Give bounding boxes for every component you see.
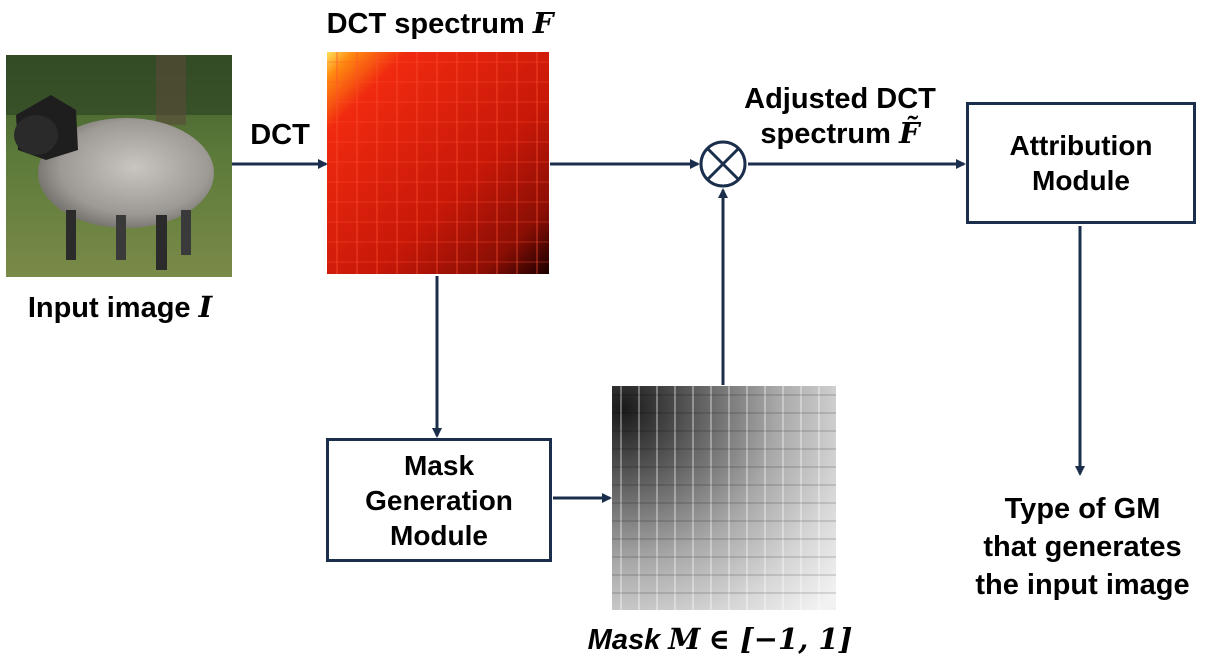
- attribution-module-box: Attribution Module: [966, 102, 1196, 224]
- circled-times-icon: [699, 140, 747, 188]
- mask-image: [612, 386, 836, 610]
- dct-spectrum-label: DCT spectrum F: [326, 6, 554, 40]
- attribution-module-line2: Module: [1032, 165, 1130, 196]
- attribution-module-line1: Attribution: [1009, 130, 1153, 161]
- mask-label: Mask M ∈ [−1, 1]: [587, 622, 853, 656]
- output-label: Type of GM that generates the input imag…: [975, 493, 1190, 601]
- dct-spectrum-image: [327, 52, 549, 274]
- input-image: [6, 55, 232, 277]
- adjusted-dct-spectrum-label: Adjusted DCT spectrum F̃: [744, 83, 936, 150]
- mask-generation-line1: Mask: [403, 449, 475, 481]
- dct-edge-label: DCT: [250, 119, 310, 151]
- mask-generation-line3: Module: [390, 519, 488, 551]
- input-image-label: Input image I: [27, 290, 213, 324]
- mask-generation-module-box: Mask Generation Module: [326, 438, 552, 562]
- mask-generation-line2: Generation: [365, 484, 513, 516]
